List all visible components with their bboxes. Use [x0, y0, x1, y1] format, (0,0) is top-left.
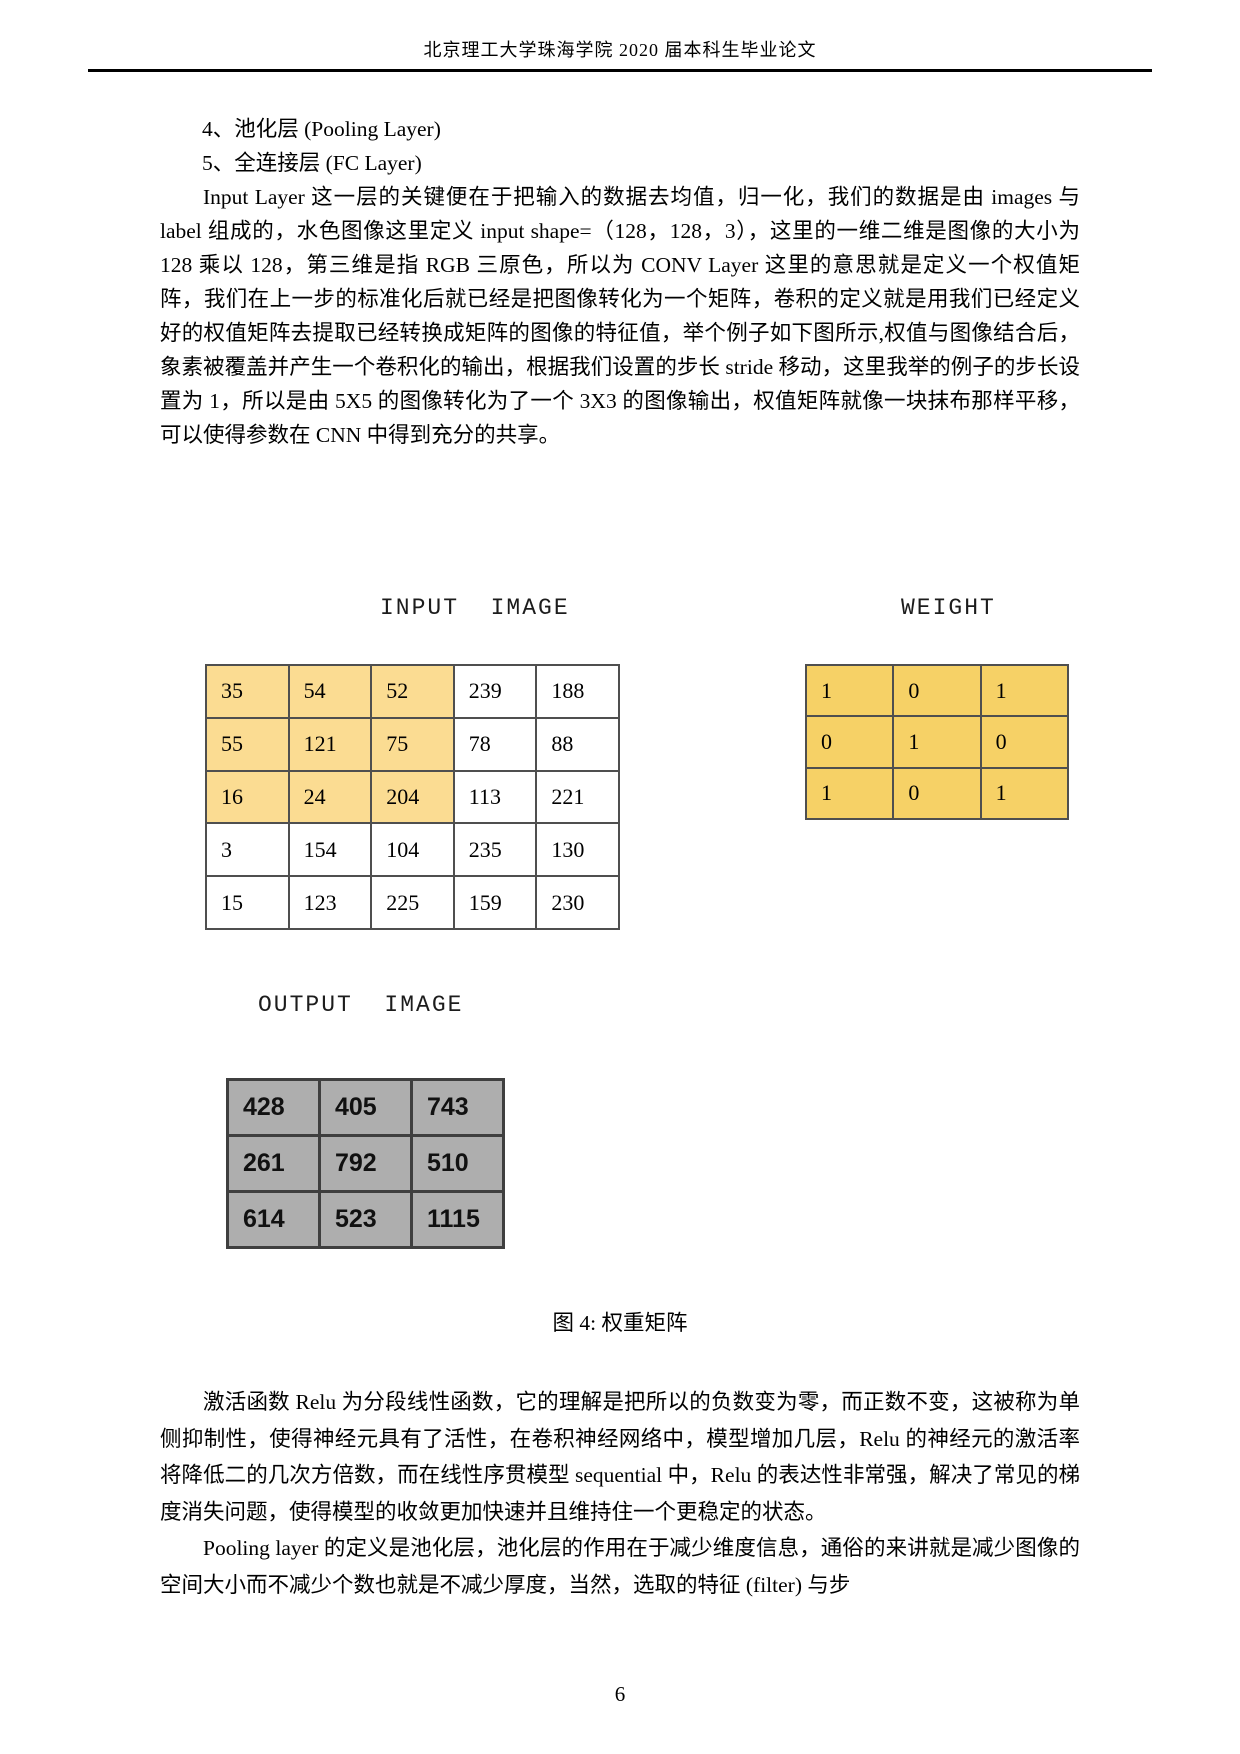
- table-row: 35 54 52 239 188: [205, 664, 620, 719]
- table-cell: 188: [535, 664, 620, 719]
- table-cell: 113: [452, 769, 538, 825]
- table-cell: 55: [205, 716, 290, 772]
- table-row: 614 523 1115: [226, 1190, 505, 1249]
- output-image-label: OUTPUT IMAGE: [258, 992, 464, 1018]
- body-text-block-bottom: 激活函数 Relu 为分段线性函数，它的理解是把所以的负数变为零，而正数不变，这…: [160, 1384, 1080, 1603]
- weight-label: WEIGHT: [901, 595, 996, 621]
- table-cell: 0: [979, 715, 1070, 769]
- table-cell: 16: [205, 769, 290, 825]
- table-cell: 230: [535, 875, 620, 930]
- input-image-label: INPUT IMAGE: [380, 595, 570, 621]
- table-cell: 261: [226, 1134, 321, 1193]
- table-cell: 104: [370, 822, 455, 878]
- table-cell: 121: [287, 716, 373, 772]
- table-row: 15 123 225 159 230: [205, 875, 620, 930]
- paragraph-input-layer: Input Layer 这一层的关键便在于把输入的数据去均值，归一化，我们的数据…: [160, 185, 1080, 447]
- input-image-table: 35 54 52 239 188 55 121 75 78 88 16 24 204 113 221 3 154…: [205, 664, 620, 930]
- table-row: 55 121 75 78 88: [205, 716, 620, 772]
- paragraph-pooling: Pooling layer 的定义是池化层，池化层的作用在于减少维度信息，通俗的…: [160, 1536, 1080, 1597]
- table-cell: 0: [804, 715, 895, 769]
- table-cell: 35: [205, 664, 290, 719]
- table-row: 3 154 104 235 130: [205, 822, 620, 878]
- table-cell: 54: [287, 664, 373, 719]
- table-cell: 24: [287, 769, 373, 825]
- table-cell: 614: [226, 1190, 321, 1249]
- body-text-block-top: 4、池化层 (Pooling Layer) 5、全连接层 (FC Layer) …: [160, 112, 1080, 452]
- output-image-table: 428 405 743 261 792 510 614 523 1115: [226, 1078, 505, 1249]
- table-cell: 1: [892, 715, 982, 769]
- table-cell: 235: [452, 822, 538, 878]
- table-cell: 428: [226, 1078, 321, 1137]
- table-cell: 225: [370, 875, 455, 930]
- list-item-fc-layer: 5、全连接层 (FC Layer): [202, 151, 422, 175]
- paragraph-relu: 激活函数 Relu 为分段线性函数，它的理解是把所以的负数变为零，而正数不变，这…: [160, 1390, 1080, 1524]
- table-cell: 221: [535, 769, 620, 825]
- table-cell: 52: [370, 664, 455, 719]
- table-cell: 0: [892, 766, 982, 821]
- table-cell: 405: [318, 1078, 413, 1137]
- list-item-pooling-layer: 4、池化层 (Pooling Layer): [202, 117, 441, 141]
- table-cell: 3: [205, 822, 290, 878]
- table-cell: 743: [410, 1078, 505, 1137]
- table-cell: 792: [318, 1134, 413, 1193]
- table-cell: 1: [804, 663, 895, 718]
- table-cell: 1115: [410, 1190, 505, 1249]
- table-cell: 154: [287, 822, 373, 878]
- table-cell: 239: [452, 664, 538, 719]
- table-cell: 88: [535, 716, 620, 772]
- table-cell: 0: [892, 663, 982, 718]
- table-cell: 123: [287, 875, 373, 930]
- table-row: 16 24 204 113 221: [205, 769, 620, 825]
- table-cell: 510: [410, 1134, 505, 1193]
- table-cell: 1: [979, 663, 1070, 718]
- table-cell: 159: [452, 875, 538, 930]
- table-cell: 75: [370, 716, 455, 772]
- table-cell: 523: [318, 1190, 413, 1249]
- table-cell: 15: [205, 875, 290, 930]
- table-row: 261 792 510: [226, 1134, 505, 1193]
- table-cell: 78: [452, 716, 538, 772]
- table-cell: 204: [370, 769, 455, 825]
- page-number: 6: [614, 1682, 626, 1706]
- table-cell: 1: [979, 766, 1070, 821]
- table-cell: 130: [535, 822, 620, 878]
- figure-caption: 图 4: 权重矩阵: [552, 1311, 688, 1335]
- table-row: 428 405 743: [226, 1078, 505, 1137]
- page-header-title: 北京理工大学珠海学院 2020 届本科生毕业论文: [423, 40, 817, 60]
- table-cell: 1: [804, 766, 895, 821]
- header-divider: [88, 69, 1152, 72]
